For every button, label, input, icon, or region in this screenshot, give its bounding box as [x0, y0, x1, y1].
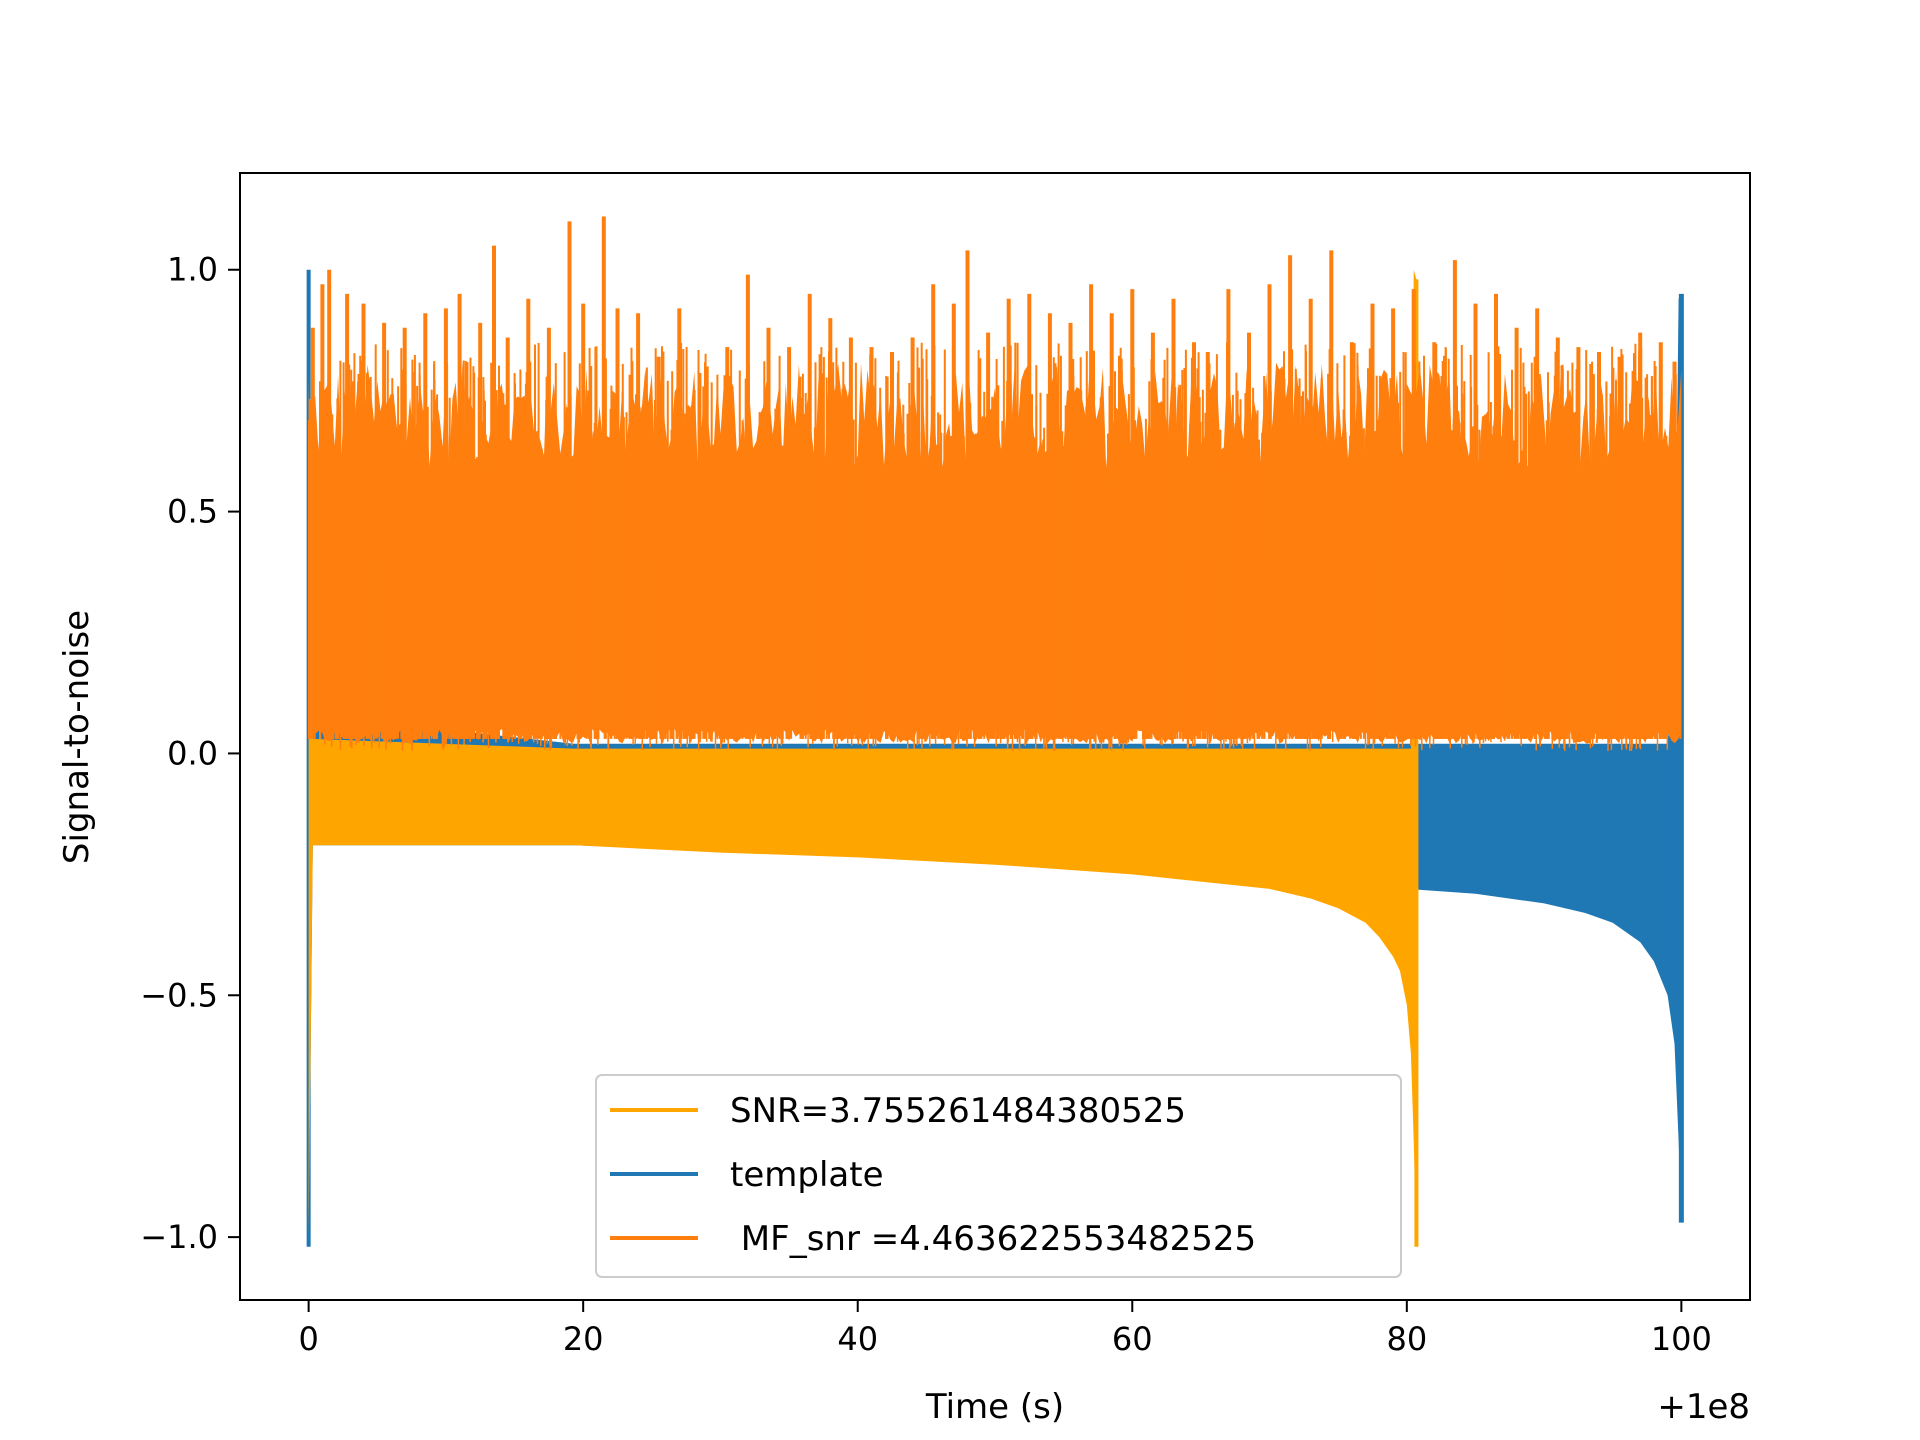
series-mf-snr-noise: [307, 342, 1682, 751]
legend-box: [595, 1074, 1402, 1278]
legend-label-template: template: [730, 1155, 883, 1195]
x-axis-label: Time (s): [925, 1387, 1064, 1427]
x-offset-label: +1e8: [1657, 1387, 1750, 1427]
y-axis-label: Signal-to-noise: [57, 610, 97, 864]
axes-frame: [239, 172, 1751, 1301]
x-tick-label: 40: [837, 1320, 878, 1358]
y-tick-label: −1.0: [140, 1218, 218, 1256]
x-tick-label: 60: [1112, 1320, 1153, 1358]
y-tick-label: 0.0: [167, 734, 218, 772]
x-tick-label: 80: [1386, 1320, 1427, 1358]
x-tick-label: 100: [1651, 1320, 1712, 1358]
x-tick-label: 0: [298, 1320, 318, 1358]
legend: SNR=3.755261484380525 template MF_snr =4…: [595, 1074, 1402, 1278]
series-snr-band: [308, 269, 1417, 1247]
y-tick-label: 0.5: [167, 493, 218, 531]
legend-label-snr: SNR=3.755261484380525: [730, 1091, 1186, 1131]
legend-label-mf-snr: MF_snr =4.463622553482525: [730, 1219, 1256, 1259]
x-tick-label: 20: [563, 1320, 604, 1358]
plot-area: [306, 216, 1684, 1247]
y-axis: −1.0 −0.5 0.0 0.5 1.0: [140, 251, 240, 1256]
y-tick-label: 1.0: [167, 251, 218, 289]
y-tick-label: −0.5: [140, 976, 218, 1014]
x-axis: 0 20 40 60 80 100: [298, 1300, 1712, 1358]
